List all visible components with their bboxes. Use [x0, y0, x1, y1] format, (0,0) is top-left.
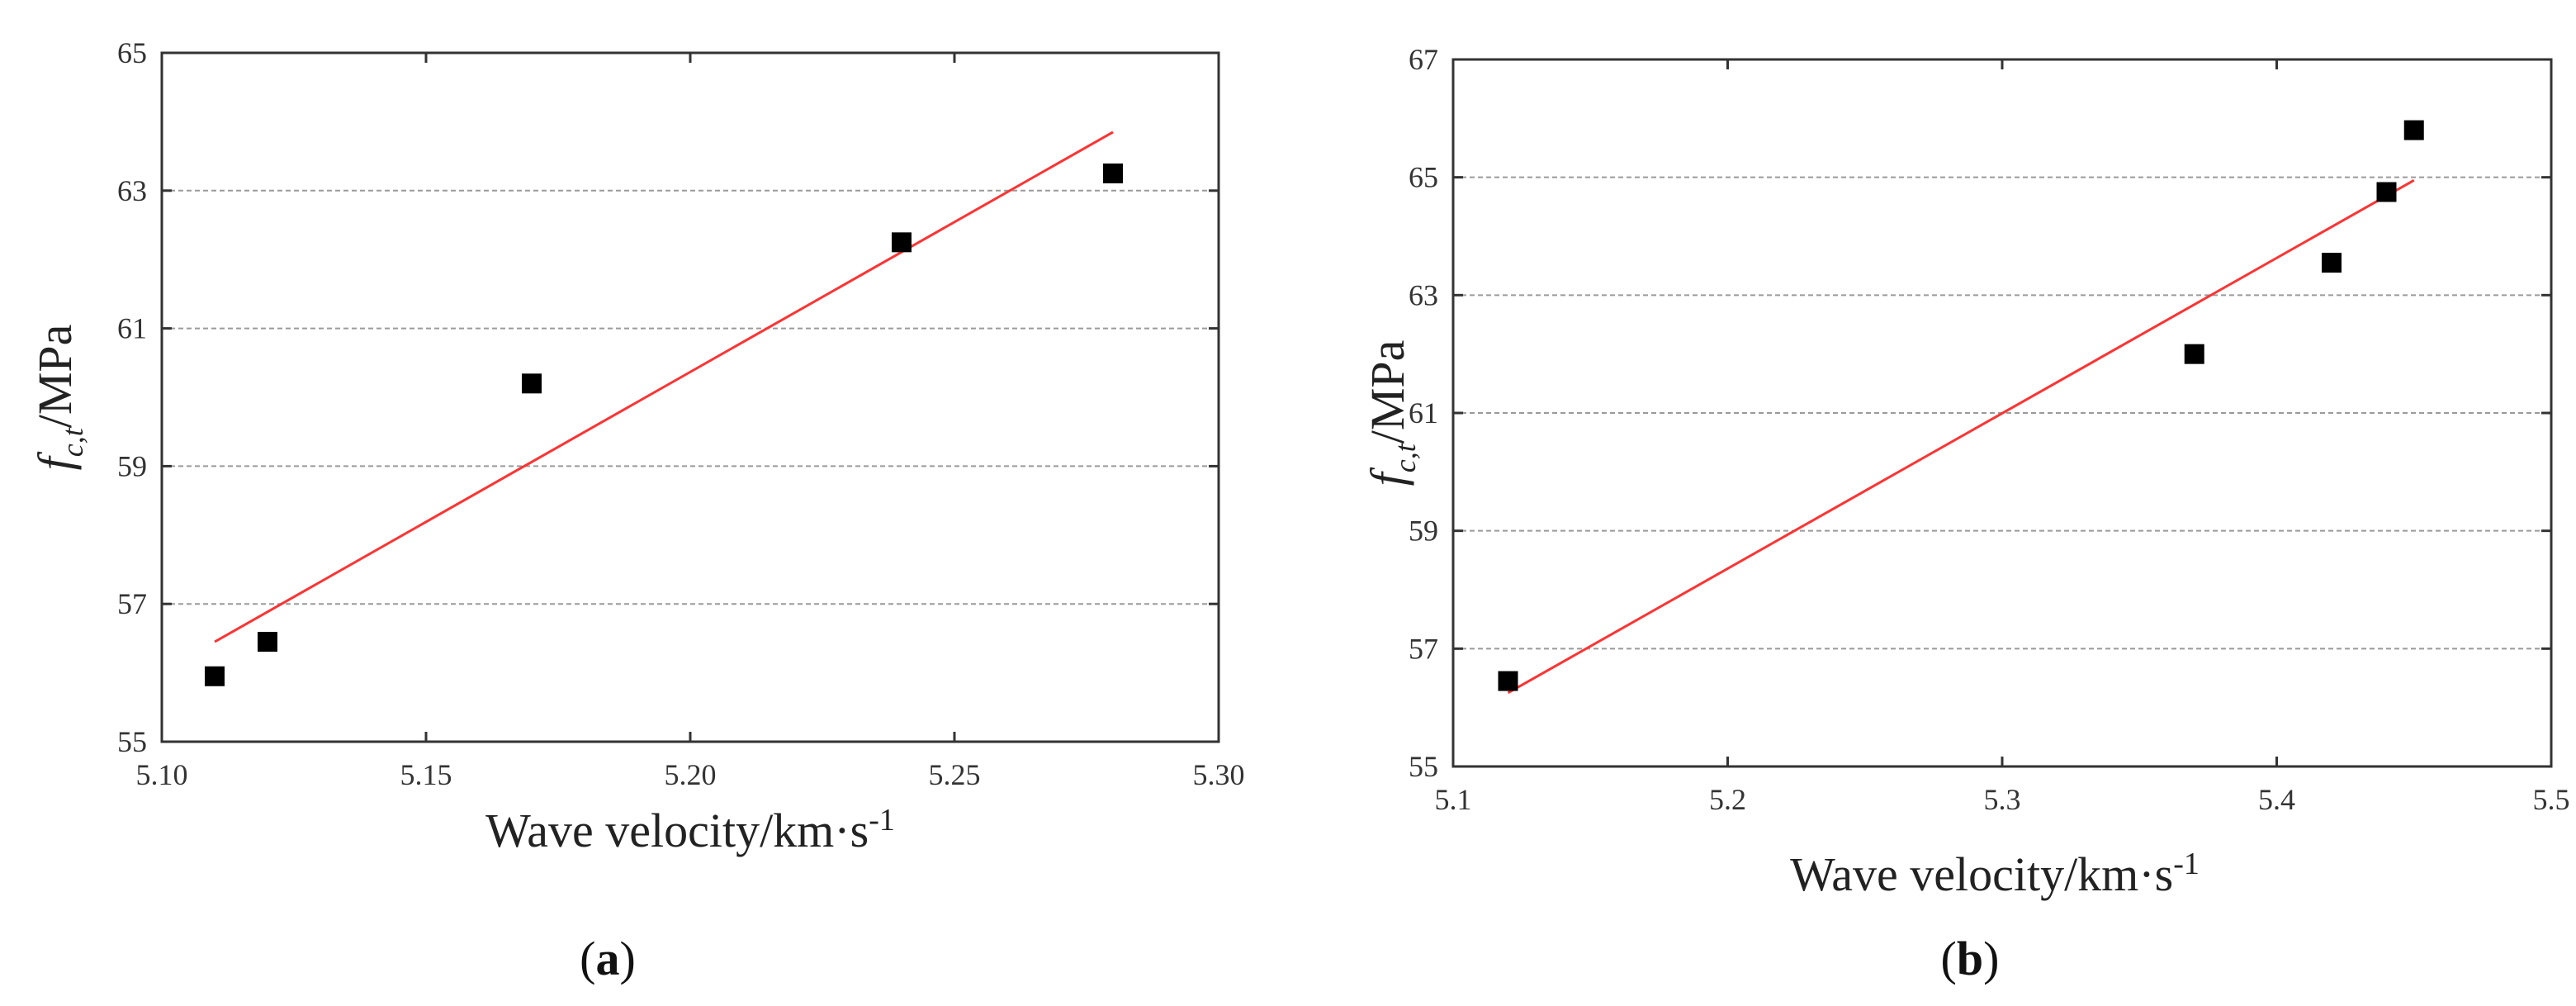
y-tick-label: 65 [1409, 161, 1438, 194]
chart-panel-a: 55 57 59 61 63 65 5.10 5.15 5.20 5.25 5.30 Wave ve… [28, 36, 1245, 985]
gridlines [1453, 176, 2551, 650]
y-axis-title: fc,t/MPa [1361, 340, 1422, 486]
x-tick-label: 5.15 [400, 758, 452, 791]
y-tick-label: 63 [1409, 278, 1438, 311]
x-tick-label: 5.2 [1709, 783, 1746, 816]
panel-label-a: (a) [580, 932, 636, 985]
y-tick-label: 59 [117, 449, 147, 482]
data-points [1498, 120, 2424, 691]
y-tick-label: 57 [117, 587, 147, 620]
panel-label-b: (b) [1941, 932, 2000, 985]
x-tick-label: 5.25 [929, 758, 981, 791]
y-axis-title: fc,t/MPa [28, 325, 89, 471]
y-tick-label: 65 [117, 36, 147, 69]
data-point [2184, 344, 2204, 364]
chart-panel-b: 55 57 59 61 63 65 67 5.1 5.2 5.3 5.4 5.5 Wave veloc… [1361, 43, 2570, 985]
x-tick-label: 5.3 [1984, 783, 2021, 816]
data-point [2403, 120, 2424, 140]
x-tick-label: 5.4 [2258, 783, 2295, 816]
x-tick-label: 5.10 [136, 758, 188, 791]
axis-ticks: 55 57 59 61 63 65 67 5.1 5.2 5.3 5.4 5.5 [1409, 43, 2570, 816]
fit-line [1507, 178, 2415, 695]
data-point [2322, 253, 2342, 273]
data-point [2376, 182, 2397, 202]
x-tick-label: 5.1 [1435, 783, 1472, 816]
y-tick-label: 55 [1409, 750, 1438, 783]
y-tick-label: 57 [1409, 632, 1438, 665]
y-tick-label: 59 [1409, 515, 1438, 548]
y-tick-label: 67 [1409, 43, 1438, 76]
plot-area-frame [160, 51, 1220, 743]
data-point [205, 666, 225, 686]
data-point [1103, 163, 1123, 183]
gridlines [162, 189, 1219, 605]
data-point [892, 232, 912, 253]
y-tick-label: 63 [117, 174, 147, 207]
x-tick-label: 5.30 [1193, 758, 1245, 791]
x-tick-label: 5.5 [2533, 783, 2570, 816]
fit-line [214, 130, 1114, 643]
x-tick-label: 5.20 [665, 758, 717, 791]
data-points [205, 163, 1123, 686]
y-tick-label: 61 [117, 312, 147, 345]
y-tick-label: 61 [1409, 396, 1438, 429]
data-point [258, 632, 277, 652]
y-tick-label: 55 [117, 725, 147, 758]
data-point [522, 373, 542, 394]
x-axis-title: Wave velocity/km·s-1 [1790, 847, 2200, 901]
data-point [1498, 671, 1518, 691]
axis-ticks: 55 57 59 61 63 65 5.10 5.15 5.20 5.25 5.30 [117, 36, 1245, 791]
x-axis-title: Wave velocity/km·s-1 [485, 803, 895, 857]
